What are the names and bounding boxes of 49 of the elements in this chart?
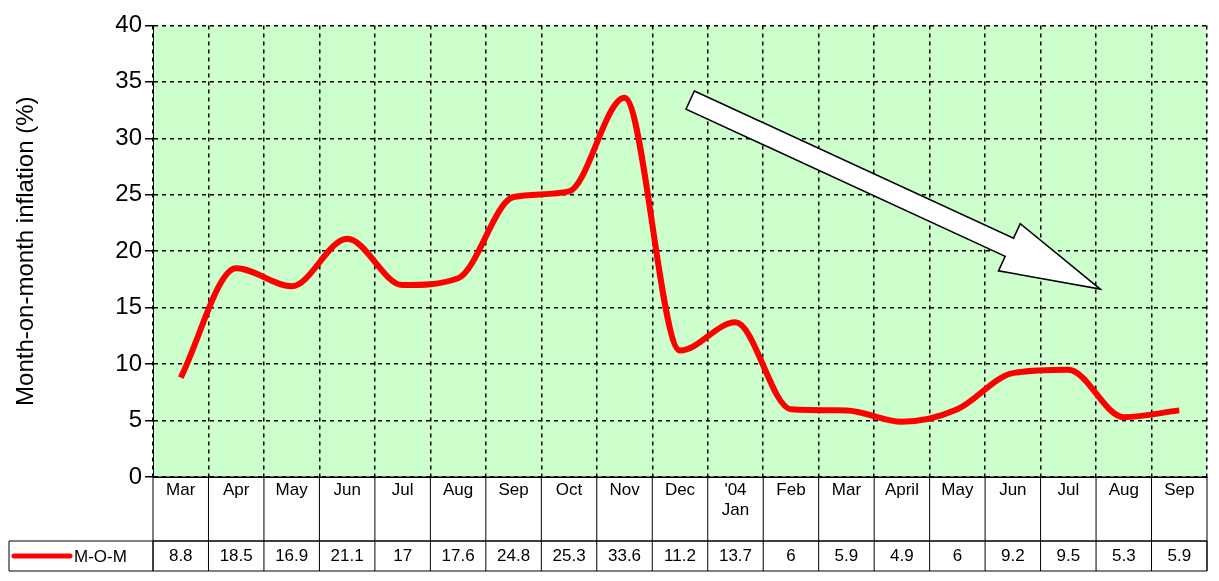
data-label: 9.5	[1056, 545, 1081, 565]
x-tick-label: Aug	[1108, 479, 1139, 499]
x-tick-label: Jul	[391, 479, 414, 499]
x-tick-label: Sep	[498, 479, 529, 499]
y-tick-label: 25	[115, 179, 142, 207]
x-tick-label: Mar	[166, 479, 196, 499]
y-tick-label: 0	[128, 461, 142, 489]
data-label: 9.2	[1001, 545, 1025, 565]
x-tick-label: '04 Jan	[721, 479, 750, 520]
data-label: 25.3	[552, 545, 586, 565]
data-label: 5.3	[1111, 545, 1136, 565]
y-tick-label: 10	[115, 348, 142, 376]
x-tick-label: Sep	[1164, 479, 1195, 499]
y-tick-label: 15	[115, 292, 142, 320]
x-tick-label: April	[884, 479, 919, 499]
data-label: 8.8	[168, 545, 193, 565]
x-tick-label: May	[275, 479, 309, 499]
data-label: 6	[952, 545, 963, 565]
y-tick-label: 20	[115, 235, 142, 263]
data-label: 11.2	[664, 545, 696, 565]
data-label: 13.7	[718, 545, 753, 565]
x-tick-label: Oct	[555, 479, 583, 499]
data-label: 24.8	[497, 545, 531, 565]
y-tick-label: 30	[115, 122, 142, 150]
x-tick-label: Dec	[664, 479, 696, 499]
y-tick-label: 40	[115, 10, 142, 38]
data-label: 16.9	[275, 545, 309, 565]
data-label: 21.1	[330, 545, 364, 565]
x-tick-label: Jun	[333, 479, 361, 499]
x-tick-label: Jul	[1057, 479, 1080, 499]
x-tick-label: May	[941, 479, 974, 499]
x-tick-label: Jun	[999, 479, 1027, 499]
data-label: 4.9	[890, 545, 914, 565]
data-label: 33.6	[607, 545, 642, 565]
y-axis-title: Month-on-month inflation (%)	[11, 96, 39, 406]
y-tick-label: 5	[128, 405, 142, 433]
data-label: 17.6	[441, 545, 475, 565]
y-tick-label: 35	[115, 66, 142, 94]
legend-label: M-O-M	[74, 546, 127, 566]
data-label: 6	[786, 545, 796, 565]
data-label: 5.9	[834, 545, 859, 565]
x-tick-label: Feb	[776, 479, 806, 499]
x-tick-label: Nov	[609, 479, 641, 499]
data-label: 5.9	[1167, 545, 1192, 565]
x-tick-label: Aug	[442, 479, 474, 499]
x-tick-label: Mar	[831, 479, 862, 499]
data-label: 18.5	[219, 545, 253, 565]
data-label: 17	[393, 545, 413, 565]
x-tick-label: Apr	[222, 479, 250, 499]
